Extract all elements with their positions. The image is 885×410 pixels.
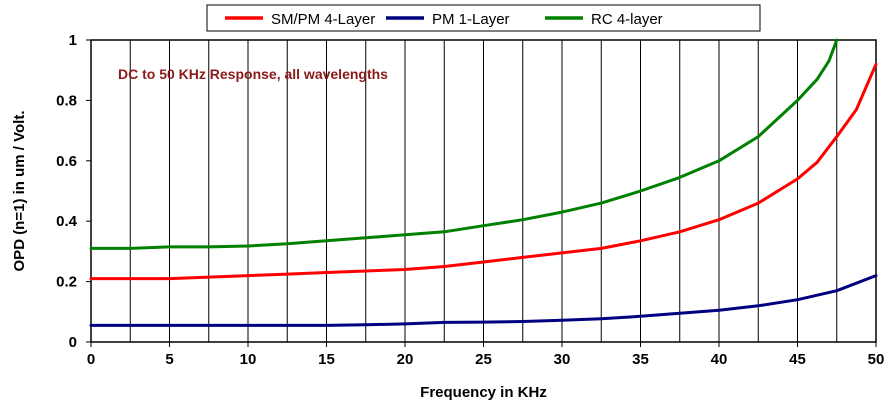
x-tick-label: 10 [240, 351, 257, 368]
x-tick-label: 30 [554, 351, 571, 368]
y-tick-label: 0.6 [56, 153, 77, 170]
x-tick-label: 15 [318, 351, 335, 368]
x-tick-label: 45 [789, 351, 806, 368]
x-axis-label: Frequency in KHz [420, 384, 547, 401]
legend-label: RC 4-layer [591, 11, 663, 28]
y-tick-label: 1 [69, 32, 77, 49]
y-axis-label: OPD (n=1) in um / Volt. [11, 111, 28, 272]
legend-label: PM 1-Layer [432, 11, 510, 28]
y-tick-label: 0.8 [56, 92, 77, 109]
x-tick-label: 0 [87, 351, 95, 368]
series-line-pm-1-layer [89, 274, 878, 327]
x-tick-label: 50 [868, 351, 885, 368]
axis-ticks: 0 5 10 15 20 25 30 35 40 45 50 0 0.2 0.4 0.6 0.8 1 [56, 32, 884, 368]
series-line-rc-4-layer [89, 38, 839, 250]
x-tick-label: 40 [711, 351, 728, 368]
y-tick-label: 0.2 [56, 274, 77, 291]
series-lines [89, 38, 878, 327]
x-tick-label: 20 [397, 351, 414, 368]
grid [129, 40, 838, 342]
y-tick-label: 0 [69, 334, 77, 351]
legend-box [206, 4, 761, 32]
x-tick-label: 25 [475, 351, 492, 368]
chart-annotation: DC to 50 KHz Response, all wavelengths [118, 66, 388, 82]
legend: SM/PM 4-Layer PM 1-Layer RC 4-layer [206, 4, 761, 32]
y-tick-label: 0.4 [56, 213, 78, 230]
legend-label: SM/PM 4-Layer [271, 11, 375, 28]
series-line-sm-pm-4-layer [89, 62, 878, 281]
x-tick-label: 5 [165, 351, 173, 368]
x-tick-label: 35 [632, 351, 649, 368]
